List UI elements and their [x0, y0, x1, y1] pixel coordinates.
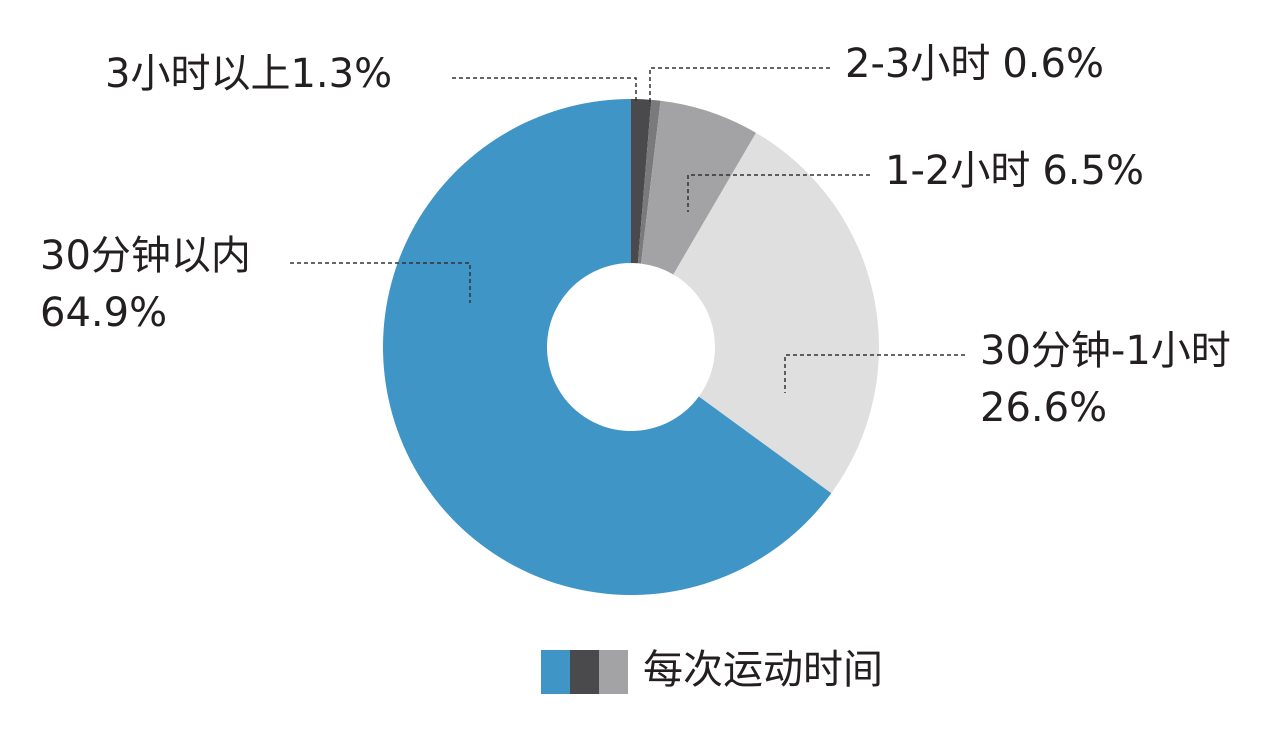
donut-slice: [637, 99, 661, 264]
leader-lines: [290, 67, 965, 393]
leader-line: [649, 67, 830, 106]
leader-line: [290, 262, 471, 303]
legend-swatch: [570, 650, 599, 694]
leader-line: [687, 174, 870, 212]
donut-slice: [631, 99, 652, 264]
leader-line: [784, 354, 965, 393]
leader-line: [452, 77, 637, 102]
data-label: 1-2小时 6.5%: [885, 148, 1144, 194]
legend-swatch: [541, 650, 570, 694]
data-label-category: 30分钟以内: [40, 233, 251, 279]
data-label: 3小时以上1.3%: [105, 51, 392, 97]
data-label-value: 0.6%: [1002, 41, 1104, 87]
data-label-category: 1-2小时: [885, 148, 1030, 194]
data-label-category: 3小时以上: [105, 51, 290, 97]
data-label: 2-3小时 0.6%: [845, 41, 1104, 87]
data-label-value: 26.6%: [980, 385, 1107, 431]
donut-slice: [641, 100, 757, 275]
data-label-value: 1.3%: [290, 51, 392, 97]
legend-title: 每次运动时间: [643, 647, 883, 693]
data-label-category: 30分钟-1小时: [980, 328, 1231, 374]
data-label-category: 2-3小时: [845, 41, 990, 87]
legend-swatch: [599, 650, 628, 694]
donut-slice: [673, 132, 879, 494]
donut-slice: [382, 99, 832, 595]
donut: [382, 99, 879, 595]
data-label-value: 6.5%: [1042, 148, 1144, 194]
data-label-value: 64.9%: [40, 290, 167, 336]
